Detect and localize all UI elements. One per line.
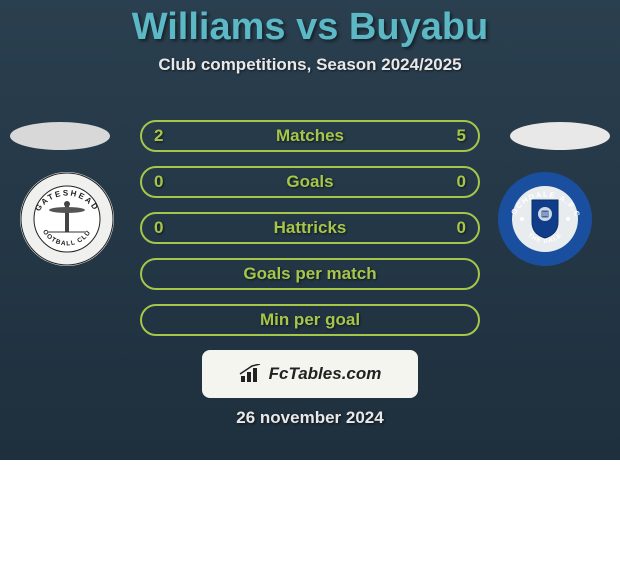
stat-right-value: 0: [457, 172, 466, 192]
page-title: Williams vs Buyabu: [0, 0, 620, 49]
stat-row-goals-per-match: Goals per match: [140, 258, 480, 290]
gateshead-crest-icon: GATESHEAD FOOTBALL CLUB: [20, 172, 114, 266]
page-subtitle: Club competitions, Season 2024/2025: [0, 55, 620, 75]
stat-row-matches: 2 Matches 5: [140, 120, 480, 152]
stat-row-hattricks: 0 Hattricks 0: [140, 212, 480, 244]
stat-label: Matches: [276, 126, 344, 146]
stat-label: Goals per match: [243, 264, 376, 284]
stat-right-value: 0: [457, 218, 466, 238]
stats-container: 2 Matches 5 0 Goals 0 0 Hattricks 0 Goal…: [140, 120, 480, 350]
chart-bars-icon: [239, 364, 265, 384]
stat-row-min-per-goal: Min per goal: [140, 304, 480, 336]
player-form-oval-right: [510, 122, 610, 150]
generation-date: 26 november 2024: [0, 408, 620, 428]
rochdale-crest-icon: ROCHDALE A.F.C. THE DALE: [498, 172, 592, 266]
comparison-card: Williams vs Buyabu Club competitions, Se…: [0, 0, 620, 460]
attribution-text: FcTables.com: [269, 364, 382, 384]
stat-label: Min per goal: [260, 310, 360, 330]
stat-label: Hattricks: [274, 218, 347, 238]
stat-left-value: 0: [154, 218, 163, 238]
club-crest-left: GATESHEAD FOOTBALL CLUB: [20, 172, 120, 266]
stat-left-value: 0: [154, 172, 163, 192]
player-form-oval-left: [10, 122, 110, 150]
stat-right-value: 5: [457, 126, 466, 146]
stat-left-value: 2: [154, 126, 163, 146]
attribution-badge: FcTables.com: [202, 350, 418, 398]
club-crest-right: ROCHDALE A.F.C. THE DALE: [498, 172, 598, 266]
stat-row-goals: 0 Goals 0: [140, 166, 480, 198]
stat-label: Goals: [286, 172, 333, 192]
